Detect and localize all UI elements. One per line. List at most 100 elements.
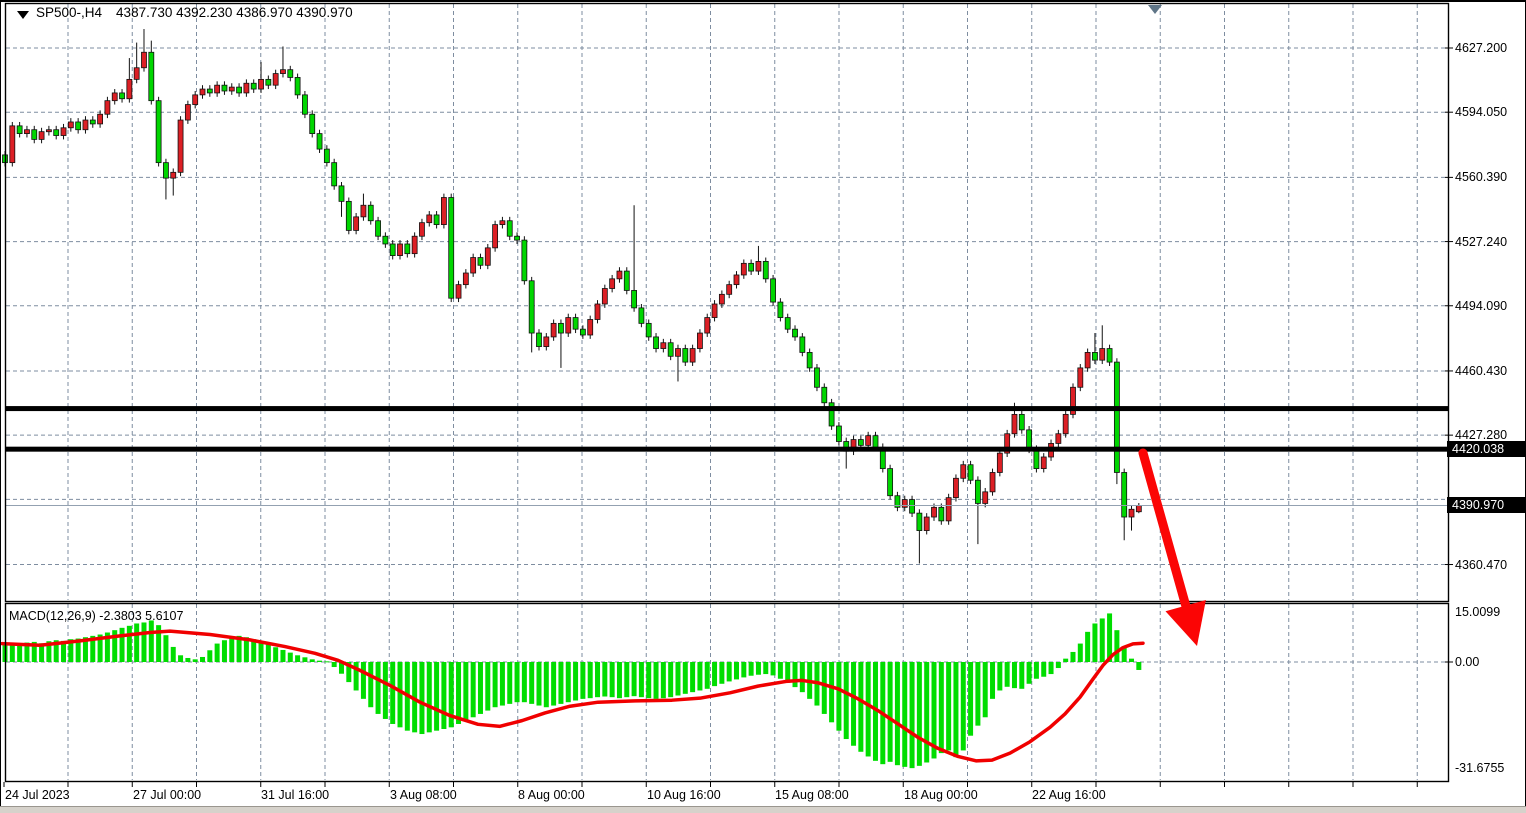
- candle: [748, 259, 755, 275]
- candle-body: [799, 336, 806, 353]
- candle: [1062, 410, 1069, 438]
- macd-bar: [24, 642, 30, 662]
- candle-body: [989, 472, 996, 493]
- candle-body: [601, 288, 608, 305]
- macd-bar: [1121, 646, 1127, 662]
- candle: [163, 158, 169, 200]
- macd-bar: [975, 662, 981, 726]
- macd-bar: [587, 662, 593, 699]
- trend-arrow-head[interactable]: [1165, 600, 1206, 646]
- candle-body: [821, 386, 828, 404]
- candle: [543, 333, 550, 351]
- candle-body: [1062, 413, 1069, 435]
- candle-body: [228, 86, 235, 92]
- candle: [177, 116, 184, 177]
- macd-bar: [1129, 658, 1135, 662]
- candle: [323, 145, 330, 167]
- horizontal-level-line[interactable]: [6, 446, 1449, 452]
- macd-bar: [309, 659, 315, 662]
- macd-bar: [426, 662, 432, 733]
- horizontal-level-line[interactable]: [6, 406, 1449, 412]
- candle-body: [323, 148, 330, 164]
- candle: [762, 257, 769, 283]
- macd-bar: [887, 662, 893, 762]
- candle-body: [514, 235, 520, 241]
- macd-bar: [97, 634, 103, 662]
- candle-body: [272, 73, 279, 86]
- macd-bar: [909, 662, 915, 769]
- candle: [909, 495, 915, 518]
- candle: [901, 495, 908, 512]
- candle-body: [433, 214, 440, 226]
- candle-body: [558, 322, 564, 334]
- macd-bar: [258, 641, 264, 662]
- chart-title: SP500-,H4 4387.730 4392.230 4386.970 4390…: [36, 5, 353, 20]
- candle: [953, 474, 959, 502]
- candle-body: [506, 220, 513, 237]
- candle: [631, 205, 637, 312]
- candle: [1113, 358, 1120, 485]
- candle-body: [1128, 508, 1135, 518]
- macd-bar: [419, 662, 425, 735]
- macd-bar: [214, 643, 220, 662]
- candle: [126, 58, 133, 103]
- macd-bar: [119, 627, 125, 662]
- candle: [916, 509, 923, 564]
- candle-body: [528, 280, 535, 334]
- candle-body: [302, 94, 308, 115]
- candle-body: [828, 402, 835, 427]
- candle-body: [404, 243, 411, 255]
- macd-indicator-label: MACD(12,26,9) -2.3803 5.6107: [9, 609, 184, 623]
- macd-bar: [712, 662, 718, 687]
- macd-bar: [90, 635, 96, 662]
- macd-bar: [968, 662, 974, 736]
- macd-bar: [829, 662, 835, 723]
- macd-bar: [61, 640, 67, 662]
- candle-body: [82, 119, 89, 131]
- candle: [945, 493, 952, 525]
- time-tick-label: 22 Aug 16:00: [1032, 788, 1106, 802]
- macd-bar: [507, 662, 513, 704]
- candle: [448, 193, 455, 303]
- macd-bar: [902, 662, 908, 767]
- candle-body: [16, 125, 23, 134]
- candle: [850, 435, 857, 456]
- macd-bar: [997, 662, 1003, 691]
- candle-body: [141, 51, 147, 69]
- macd-bar: [75, 638, 81, 662]
- candle: [67, 118, 74, 132]
- candle-body: [814, 367, 820, 388]
- symbol-dropdown-icon[interactable]: [14, 6, 54, 30]
- candle-body: [704, 317, 711, 334]
- macd-bar: [602, 662, 608, 697]
- candle: [1128, 505, 1135, 531]
- candle: [75, 118, 82, 134]
- macd-bar: [207, 650, 213, 662]
- macd-bar: [156, 625, 162, 662]
- candle-body: [638, 307, 645, 324]
- candle-body: [31, 129, 38, 140]
- candle: [1121, 468, 1128, 541]
- candle-body: [375, 220, 381, 237]
- macd-bar: [894, 662, 900, 766]
- time-tick-label: 3 Aug 08:00: [390, 788, 457, 802]
- macd-bar: [338, 662, 344, 674]
- candle: [440, 193, 447, 229]
- macd-bar: [1070, 651, 1076, 662]
- macd-bar: [236, 635, 242, 662]
- trend-arrow-shaft[interactable]: [1138, 448, 1192, 615]
- price-tick-label: 4360.470: [1455, 557, 1508, 572]
- candle-body: [579, 328, 586, 336]
- macd-bar: [141, 622, 147, 662]
- candle-body: [192, 94, 199, 105]
- macd-bar: [456, 662, 462, 724]
- macd-bar: [192, 659, 198, 662]
- candle: [24, 125, 30, 138]
- macd-bar: [646, 662, 652, 699]
- candle: [455, 280, 462, 303]
- candle-body: [675, 348, 681, 357]
- macd-bar: [368, 662, 374, 708]
- candle: [814, 364, 820, 392]
- candle-body: [155, 100, 162, 164]
